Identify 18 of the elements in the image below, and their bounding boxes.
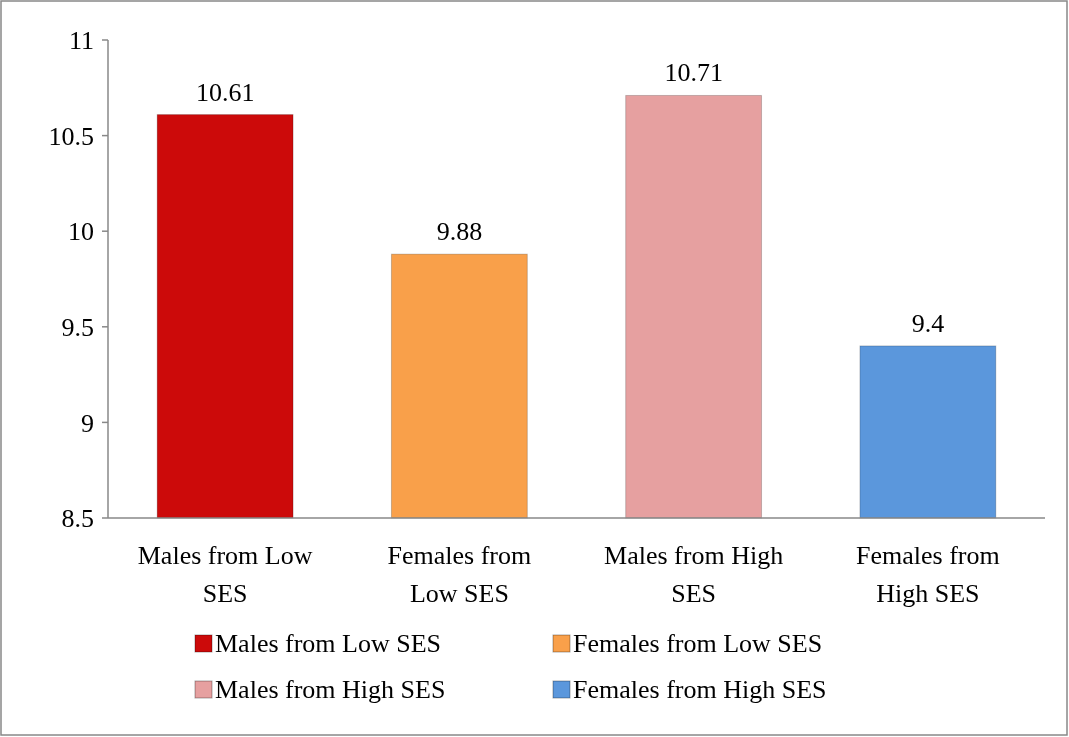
y-tick-label: 9 — [81, 408, 94, 438]
legend-label: Females from Low SES — [573, 629, 823, 658]
y-tick-label: 8.5 — [61, 504, 94, 534]
legend-label: Males from High SES — [215, 675, 446, 704]
legend-label: Males from Low SES — [215, 629, 442, 658]
x-tick-label: Females from Low SES — [387, 541, 532, 608]
y-tick-label: 11 — [68, 26, 94, 56]
y-tick-label: 10 — [68, 217, 94, 247]
y-tick-label: 9.5 — [61, 312, 94, 342]
y-tick-label: 10.5 — [48, 121, 94, 151]
data-label: 9.88 — [436, 217, 483, 247]
data-label: 10.71 — [664, 58, 723, 88]
x-tick-label: Males from High SES — [604, 541, 784, 608]
data-label: 10.61 — [195, 77, 255, 107]
legend-label: Females from High SES — [573, 675, 827, 704]
x-tick-label: Females from High SES — [856, 541, 1000, 608]
data-label: 9.4 — [911, 308, 945, 338]
x-tick-label: Males from Low SES — [137, 541, 313, 608]
